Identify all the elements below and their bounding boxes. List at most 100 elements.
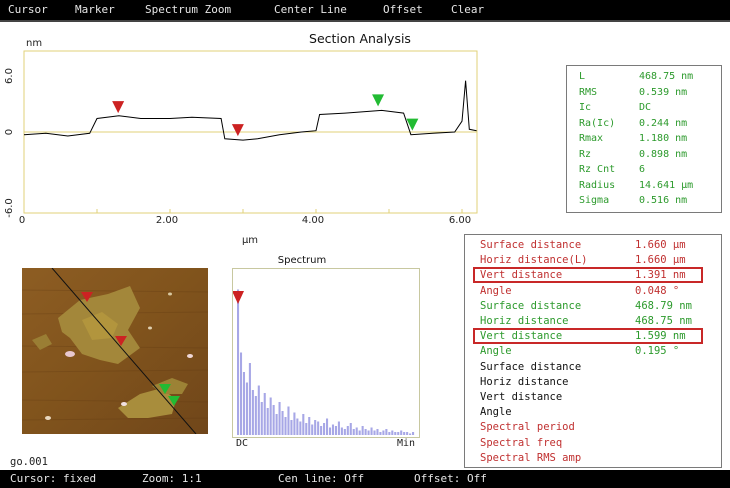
x-tick-4: 4.00 [302,215,324,226]
menu-cursor[interactable]: Cursor [8,3,48,16]
spectrum-bar [340,427,343,435]
status-bar: Cursor: fixed Zoom: 1:1 Cen line: Off Of… [0,470,730,488]
spectrum-bar [394,432,397,435]
spectrum-bar [346,426,349,435]
status-cen-line: Cen line: Off [278,472,365,485]
distance-key: Angle [480,406,512,419]
spectrum-bar [308,417,311,435]
stat-value: 0.898 nm [639,148,688,160]
y-tick-bottom: -6.0 [4,198,15,218]
spectrum-bar [352,429,355,435]
graphene-flake-small [118,388,176,418]
spectrum-bar [397,432,400,435]
section-line[interactable] [51,268,197,434]
spectrum-bar [406,432,409,435]
distance-value: 1.391 nm [635,269,686,282]
particle [148,326,152,330]
red-marker-icon[interactable] [81,292,93,302]
spectrum-marker-icon[interactable] [232,291,244,304]
particle [168,292,172,296]
spectrum-bar [254,396,257,435]
stat-key: Radius [579,179,616,191]
spectrum-bar [337,421,340,435]
spectrum-bar [278,402,281,435]
red-marker-icon[interactable] [231,124,244,137]
particle [45,416,51,420]
distance-value: 468.79 nm [635,299,692,312]
status-zoom: Zoom: 1:1 [142,472,202,485]
green-marker-icon[interactable] [168,396,180,406]
stat-value: 0.244 nm [639,117,688,129]
x-tick-0: 0 [19,215,25,226]
graphene-flake-edge [152,378,188,394]
distance-key: Surface distance [480,239,582,251]
stat-value: 6 [639,164,646,175]
spectrum-bar [284,417,287,435]
spectrum-bar [358,430,361,435]
spectrum-bar [403,432,406,435]
distance-key: Vert distance [480,269,563,282]
spectrum-bar [314,420,317,435]
spectrum-bar [409,433,412,435]
red-marker-icon[interactable] [115,336,127,346]
status-offset: Offset: Off [414,472,487,485]
menu-spectrum-zoom[interactable]: Spectrum Zoom [145,3,232,16]
distance-key: Horiz distance [480,375,569,388]
highlight-box [473,328,703,345]
menu-marker[interactable]: Marker [75,3,115,16]
distance-value: 1.660 µm [635,254,686,267]
section-title: Section Analysis [309,31,411,46]
spectrum-bar [328,427,332,435]
spectrum-bar [370,427,373,435]
spectrum-bar [364,429,367,435]
spectrum-bar [323,423,326,435]
spectrum-bar [326,418,329,435]
stat-value: 0.539 nm [639,86,688,98]
spectrum-bar [296,418,299,435]
particle [121,402,127,406]
spectrum-bar [257,385,260,435]
distance-key: Vert distance [480,330,563,343]
distance-key: Horiz distance [480,315,569,327]
spectrum-bar [412,432,415,435]
spectrum-bar [373,430,376,435]
menu-bar: Cursor Marker Spectrum Zoom Center Line … [0,0,730,22]
particle [65,351,75,357]
x-tick-6: 6.00 [449,215,471,226]
spectrum-x-end: Min [397,438,416,449]
stat-key: Sigma [579,195,610,206]
distance-value: 0.048 ° [635,284,680,297]
y-tick-zero: 0 [4,129,15,135]
stat-value: 14.641 µm [639,179,694,191]
spectrum-bar [361,426,364,435]
stat-value: 0.516 nm [639,195,688,206]
menu-clear[interactable]: Clear [451,3,485,16]
stat-key: Ic [579,102,592,113]
x-tick-2: 2.00 [156,215,178,226]
stat-key: L [579,71,586,82]
spectrum-plot[interactable] [232,268,420,438]
spectrum-bar [248,363,251,435]
green-marker-icon[interactable] [406,118,419,131]
afm-height-image[interactable] [22,268,208,434]
spectrum-bar [260,402,263,435]
distance-key: Angle [480,284,512,297]
distance-key: Surface distance [480,360,582,373]
red-marker-icon[interactable] [112,101,125,114]
y-unit-label: nm [26,38,42,49]
green-marker-icon[interactable] [159,384,171,394]
menu-offset[interactable]: Offset [383,3,423,16]
spectrum-bar [266,408,269,435]
stat-key: RMS [579,86,598,98]
roughness-stats-panel: L 468.75 nm RMS 0.539 nm Ic DC Ra(Ic) 0.244 nm R… [566,65,722,213]
menu-center-line[interactable]: Center Line [274,3,347,16]
spectrum-bar [299,421,302,435]
particle [187,354,193,358]
green-marker-icon[interactable] [372,94,385,107]
spectrum-title: Spectrum [277,255,327,266]
stat-value: 468.75 nm [639,71,694,82]
spectrum-bar [237,289,240,435]
section-profile-plot[interactable]: nm 6.0 0 -6.0 0 2.00 4.00 6.00 µm [0,36,490,246]
scan-lines [22,289,208,421]
distance-key: Spectral period [480,421,575,434]
